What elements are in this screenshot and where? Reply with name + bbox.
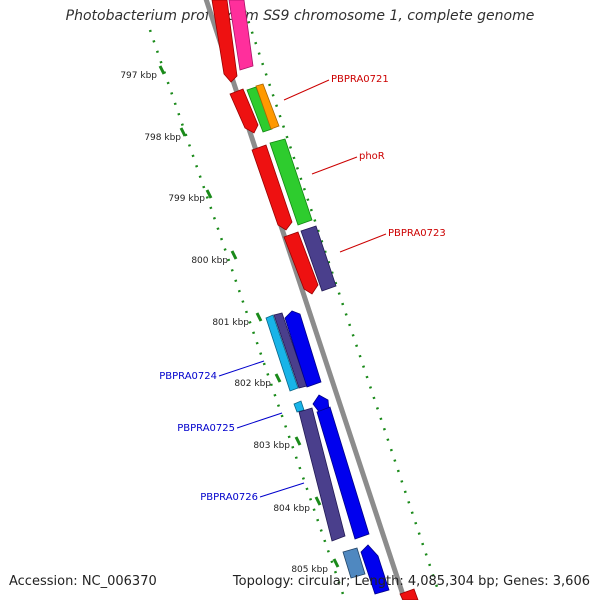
- forward-leaders: [283, 79, 387, 253]
- map-title: Photobacterium profundum SS9 chromosome …: [65, 8, 535, 24]
- gene-feature: [298, 407, 346, 542]
- ruler-label: 805 kbp: [291, 565, 328, 575]
- gene-label-pbpra0726: PBPRA0726: [200, 492, 258, 503]
- gene-label-pbpra0721: PBPRA0721: [331, 74, 389, 85]
- ruler-ticks: [158, 65, 340, 568]
- gene-feature: [255, 83, 280, 130]
- gene-feature: [265, 314, 299, 392]
- gene-feature: [269, 138, 313, 226]
- ruler-label: 797 kbp: [120, 71, 157, 81]
- ruler-label: 799 kbp: [168, 194, 205, 204]
- gene-feature: [399, 588, 419, 600]
- outer-guide: [240, 0, 440, 591]
- gene-feature: [228, 0, 254, 71]
- gene-feature: [316, 406, 370, 540]
- gene-feature: [342, 547, 366, 579]
- ruler-label: 800 kbp: [191, 256, 228, 266]
- gene-feature: [300, 225, 337, 292]
- forward-genes: [211, 0, 419, 600]
- gene-feature: [211, 0, 238, 83]
- ruler-label: 804 kbp: [273, 504, 310, 514]
- ruler-label: 802 kbp: [234, 379, 271, 389]
- gene-label-pbpra0724: PBPRA0724: [159, 371, 217, 382]
- gene-label-phor: phoR: [359, 151, 385, 162]
- inner-guide: [148, 29, 347, 600]
- gene-label-pbpra0723: PBPRA0723: [388, 228, 446, 239]
- gene-feature: [360, 544, 390, 595]
- gene-labels: PBPRA0721 phoR PBPRA0723 PBPRA0724 PBPRA…: [159, 74, 446, 503]
- reverse-leaders: [218, 360, 305, 498]
- ruler-label: 803 kbp: [253, 441, 290, 451]
- genome-stats: Topology: circular; Length: 4,085,304 bp…: [232, 574, 590, 589]
- gene-label-pbpra0725: PBPRA0725: [177, 423, 235, 434]
- gene-feature: [283, 231, 319, 295]
- reverse-genes: [265, 310, 370, 542]
- accession-label: Accession: NC_006370: [9, 574, 157, 589]
- gene-feature: [229, 88, 259, 134]
- gene-feature: [251, 144, 293, 231]
- ruler-label: 798 kbp: [144, 133, 181, 143]
- ruler-labels: 797 kbp 798 kbp 799 kbp 800 kbp 801 kbp …: [120, 71, 328, 575]
- gene-feature: [293, 400, 305, 413]
- ruler-label: 801 kbp: [212, 318, 249, 328]
- gene-feature: [284, 310, 322, 388]
